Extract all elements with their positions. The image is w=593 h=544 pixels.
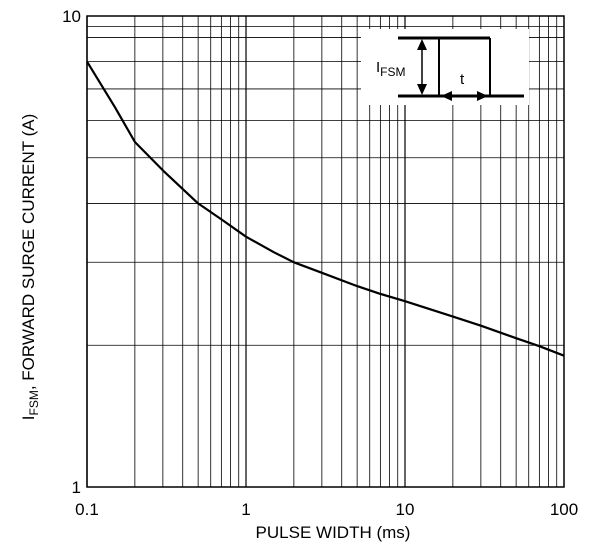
y-tick-labels: 1 10 — [62, 7, 81, 497]
inset-time-label: t — [460, 71, 465, 88]
series-line-0 — [86, 61, 565, 357]
inset-background — [361, 29, 529, 105]
x-tick-label: 0.1 — [75, 500, 99, 519]
x-tick-label: 1 — [241, 500, 250, 519]
pulse-inset: IFSM t — [361, 29, 529, 105]
inset-amplitude-arrowhead-down-icon — [417, 84, 427, 95]
x-axis-title: PULSE WIDTH (ms) — [256, 523, 411, 542]
y-tick-label: 10 — [62, 7, 81, 26]
inset-time-arrowhead-left-icon — [441, 91, 452, 101]
inset-current-label: IFSM — [376, 59, 406, 79]
grid-minor — [87, 16, 564, 487]
plot-frame — [86, 15, 565, 488]
x-tick-label: 10 — [396, 500, 415, 519]
series-layer — [86, 61, 565, 357]
y-tick-label: 1 — [72, 478, 81, 497]
x-tick-label: 100 — [550, 500, 578, 519]
x-tick-labels: 0.1 1 10 100 — [75, 500, 578, 519]
inset-time-arrowhead-right-icon — [477, 91, 488, 101]
inset-amplitude-arrowhead-up-icon — [417, 39, 427, 50]
y-axis-title: IFSM, FORWARD SURGE CURRENT (A) — [19, 114, 41, 421]
